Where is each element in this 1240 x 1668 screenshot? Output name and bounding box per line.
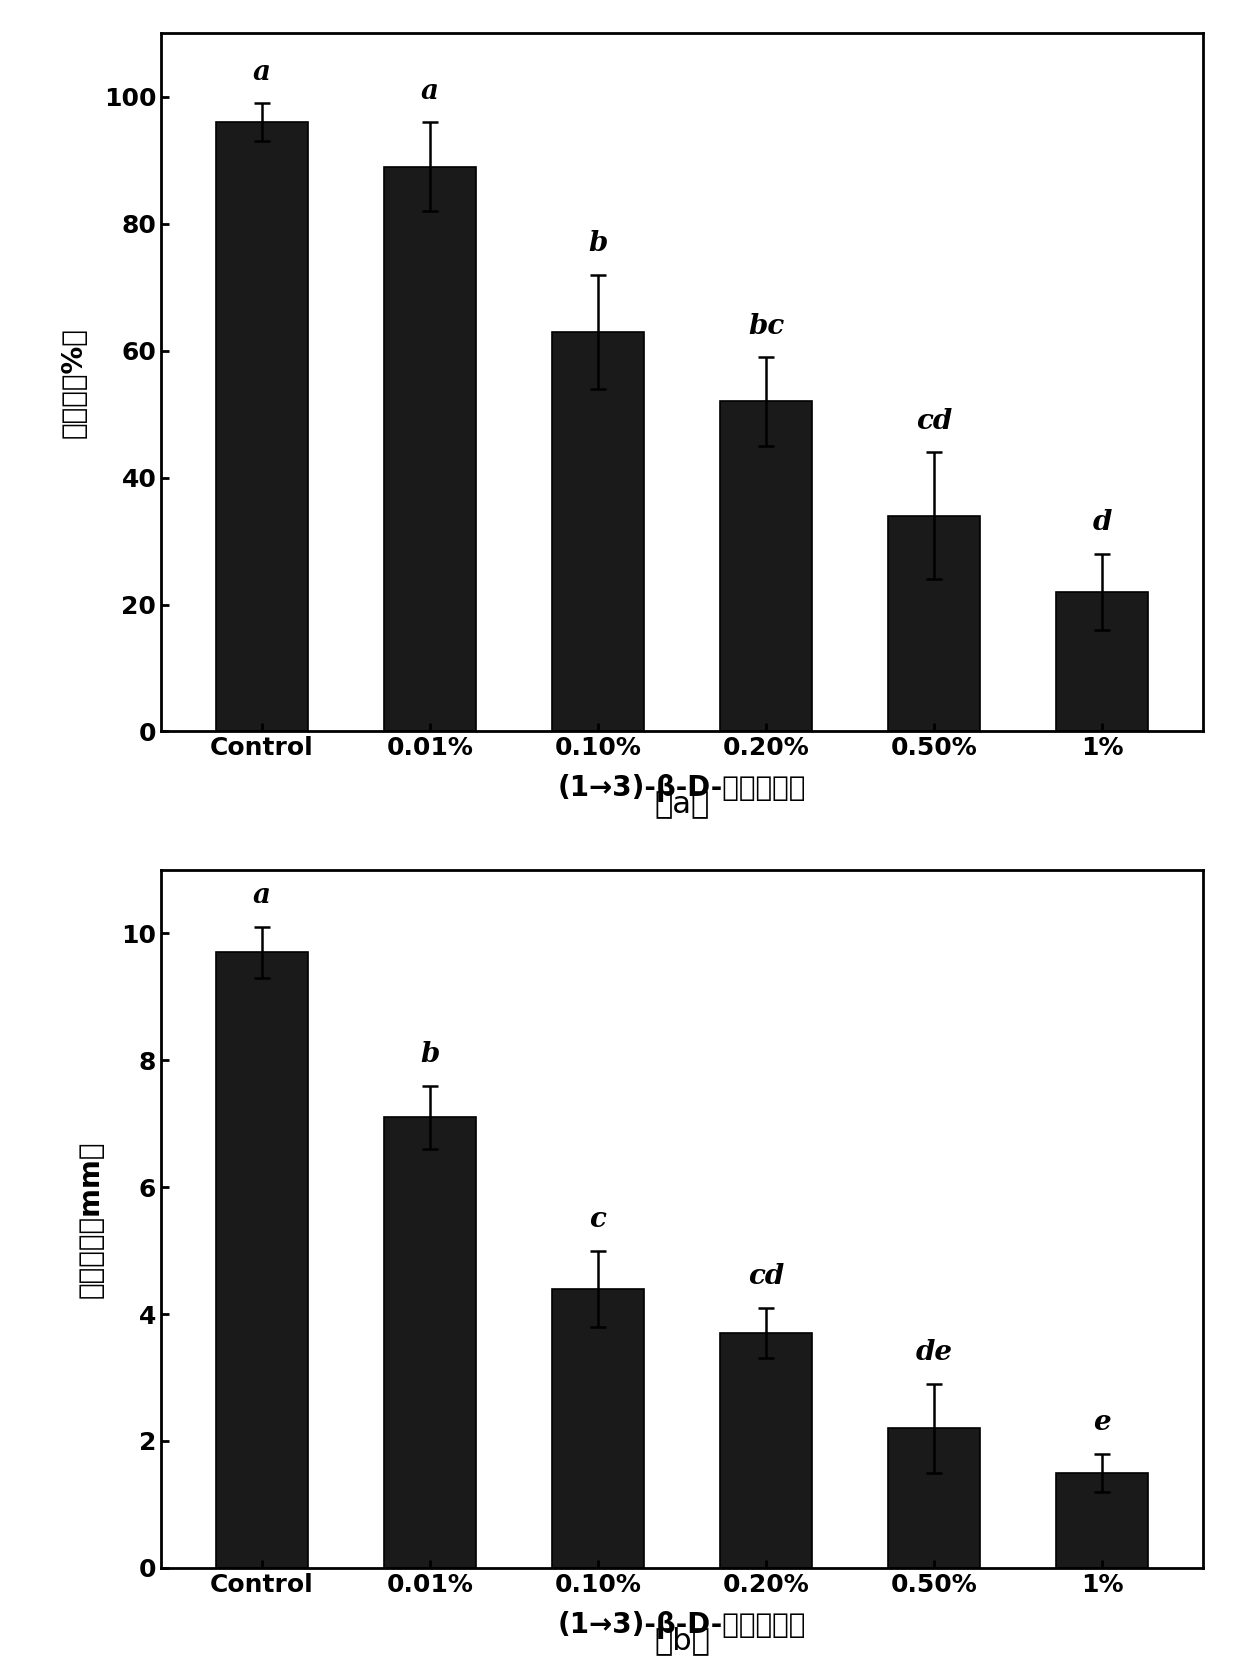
Bar — [888, 1428, 980, 1568]
X-axis label: (1→3)-β-D-葡聤糖浓度: (1→3)-β-D-葡聤糖浓度 — [558, 1611, 806, 1638]
Text: bc: bc — [748, 312, 784, 340]
Text: cd: cd — [916, 407, 952, 435]
Bar — [384, 1118, 476, 1568]
Text: （a）: （a） — [655, 791, 709, 819]
Text: b: b — [420, 1041, 440, 1068]
Text: d: d — [1092, 509, 1112, 537]
Text: de: de — [915, 1339, 952, 1366]
Bar — [552, 1289, 645, 1568]
Text: c: c — [589, 1206, 606, 1233]
Bar — [384, 167, 476, 732]
Text: （b）: （b） — [653, 1626, 711, 1655]
Y-axis label: 发病率（%）: 发病率（%） — [60, 327, 87, 439]
Text: a: a — [253, 58, 272, 85]
Y-axis label: 病斑直径（mm）: 病斑直径（mm） — [77, 1141, 104, 1298]
Text: a: a — [253, 882, 272, 909]
Text: a: a — [422, 78, 439, 105]
Text: cd: cd — [748, 1263, 784, 1291]
Bar — [1055, 1473, 1148, 1568]
Bar — [552, 332, 645, 732]
Bar — [719, 1333, 812, 1568]
Bar — [888, 515, 980, 732]
Text: b: b — [588, 230, 608, 257]
Bar — [1055, 592, 1148, 732]
X-axis label: (1→3)-β-D-葡聤糖浓度: (1→3)-β-D-葡聤糖浓度 — [558, 774, 806, 802]
Bar — [216, 952, 309, 1568]
Bar — [216, 122, 309, 732]
Bar — [719, 402, 812, 732]
Text: e: e — [1094, 1409, 1111, 1436]
